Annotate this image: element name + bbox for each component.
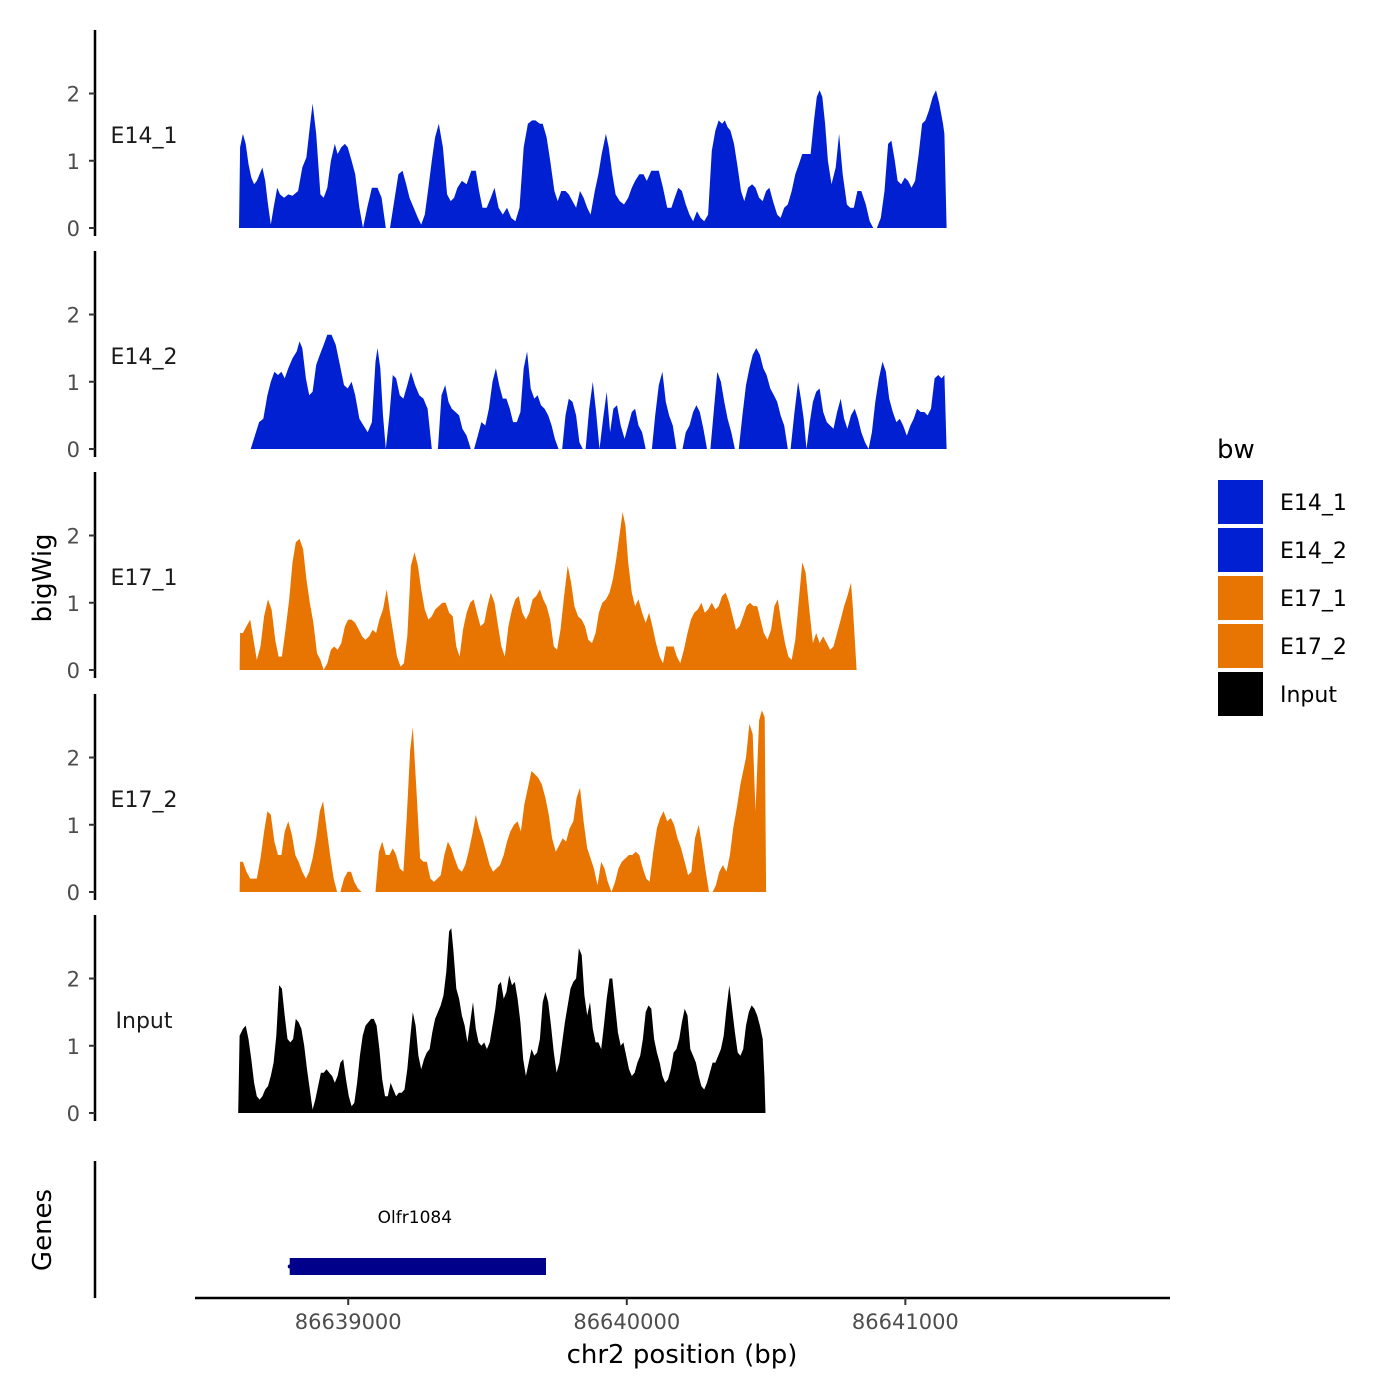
y-axis-title: bigWig — [28, 533, 58, 622]
x-tick-label: 86639000 — [295, 1310, 402, 1334]
coverage-area-e17_1 — [239, 512, 857, 670]
x-tick-label: 86641000 — [852, 1310, 959, 1334]
genes-panel: Olfr1084 — [93, 1161, 546, 1298]
y-tick-label: 1 — [67, 592, 80, 616]
y-tick-label: 0 — [67, 438, 80, 462]
y-tick-label: 2 — [67, 83, 80, 107]
legend-label: E17_1 — [1280, 587, 1347, 612]
track-panel-e17_1: 0 1 2 E17_1 — [67, 472, 857, 683]
legend-key-e14_1 — [1218, 480, 1263, 524]
track-label: Input — [116, 1009, 173, 1034]
legend-label: E17_2 — [1280, 635, 1347, 660]
track-label: E17_1 — [111, 566, 178, 591]
x-axis: 86639000 86640000 86641000 — [195, 1296, 1170, 1334]
legend-title: bw — [1217, 435, 1255, 465]
track-panels: 0 1 2 E14_1 0 1 2 E14_2 0 1 2 E17_1 0 1 2 E17_2 0 1 2 Input — [67, 30, 947, 1126]
legend-label: E14_1 — [1280, 491, 1347, 516]
y-tick-label: 1 — [67, 150, 80, 174]
legend-key-e17_1 — [1218, 576, 1263, 620]
y-tick-label: 1 — [67, 1035, 80, 1059]
coverage-area-input — [238, 928, 766, 1113]
track-label: E17_2 — [111, 788, 178, 813]
gene-strand-mark — [287, 1264, 292, 1269]
legend: bw E14_1 E14_2 E17_1 E17_2 Input — [1217, 435, 1347, 716]
gene-label: Olfr1084 — [378, 1208, 452, 1228]
legend-label: Input — [1280, 683, 1337, 708]
legend-label: E14_2 — [1280, 539, 1347, 564]
y-tick-label: 0 — [67, 217, 80, 241]
track-label: E14_1 — [111, 124, 178, 149]
y-tick-label: 0 — [67, 1102, 80, 1126]
y-tick-label: 2 — [67, 968, 80, 992]
gene-bar — [289, 1258, 546, 1275]
legend-key-e17_2 — [1218, 624, 1263, 668]
x-tick-label: 86640000 — [573, 1310, 680, 1334]
coverage-area-e14_2 — [250, 334, 947, 449]
y-tick-label: 1 — [67, 814, 80, 838]
y-tick-label: 2 — [67, 304, 80, 328]
coverage-area-e17_2 — [239, 710, 767, 892]
y-tick-label: 1 — [67, 371, 80, 395]
legend-key-input — [1218, 672, 1263, 716]
legend-key-e14_2 — [1218, 528, 1263, 572]
track-label: E14_2 — [111, 345, 178, 370]
track-panel-e17_2: 0 1 2 E17_2 — [67, 694, 767, 905]
genes-track-title: Genes — [28, 1189, 58, 1271]
coverage-area-e14_1 — [239, 90, 947, 228]
y-tick-label: 2 — [67, 525, 80, 549]
track-panel-e14_2: 0 1 2 E14_2 — [67, 251, 947, 462]
track-panel-input: 0 1 2 Input — [67, 915, 766, 1126]
track-panel-e14_1: 0 1 2 E14_1 — [67, 30, 947, 241]
y-tick-label: 2 — [67, 747, 80, 771]
y-tick-label: 0 — [67, 659, 80, 683]
y-tick-label: 0 — [67, 881, 80, 905]
x-axis-title: chr2 position (bp) — [567, 1340, 798, 1370]
